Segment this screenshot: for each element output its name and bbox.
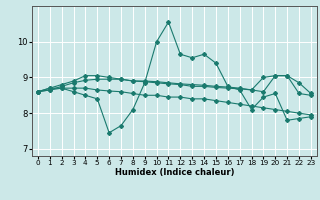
X-axis label: Humidex (Indice chaleur): Humidex (Indice chaleur) — [115, 168, 234, 177]
